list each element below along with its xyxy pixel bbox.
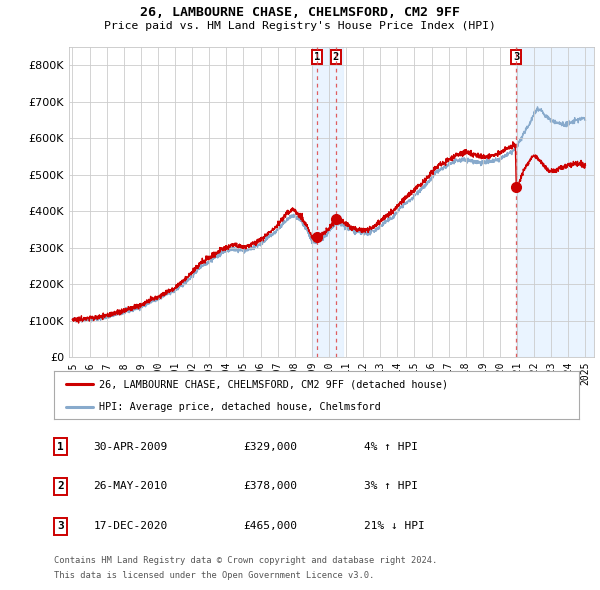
Text: 21% ↓ HPI: 21% ↓ HPI [364,522,425,532]
Text: 3: 3 [57,522,64,532]
Text: Contains HM Land Registry data © Crown copyright and database right 2024.: Contains HM Land Registry data © Crown c… [54,556,437,565]
Text: £329,000: £329,000 [243,441,297,451]
Text: 1: 1 [57,441,64,451]
Text: 2: 2 [57,481,64,491]
Text: 4% ↑ HPI: 4% ↑ HPI [364,441,418,451]
Text: HPI: Average price, detached house, Chelmsford: HPI: Average price, detached house, Chel… [98,402,380,412]
Text: 26, LAMBOURNE CHASE, CHELMSFORD, CM2 9FF: 26, LAMBOURNE CHASE, CHELMSFORD, CM2 9FF [140,6,460,19]
Text: £465,000: £465,000 [243,522,297,532]
Text: 17-DEC-2020: 17-DEC-2020 [94,522,167,532]
Bar [517,47,594,357]
Text: 26, LAMBOURNE CHASE, CHELMSFORD, CM2 9FF (detached house): 26, LAMBOURNE CHASE, CHELMSFORD, CM2 9FF… [98,379,448,389]
Text: 2: 2 [332,52,339,62]
Bar [312,47,343,357]
Text: 26-MAY-2010: 26-MAY-2010 [94,481,167,491]
Text: 30-APR-2009: 30-APR-2009 [94,441,167,451]
Text: This data is licensed under the Open Government Licence v3.0.: This data is licensed under the Open Gov… [54,571,374,579]
Text: 1: 1 [314,52,320,62]
Text: 3: 3 [513,52,520,62]
Text: £378,000: £378,000 [243,481,297,491]
Text: 3% ↑ HPI: 3% ↑ HPI [364,481,418,491]
Text: Price paid vs. HM Land Registry's House Price Index (HPI): Price paid vs. HM Land Registry's House … [104,21,496,31]
